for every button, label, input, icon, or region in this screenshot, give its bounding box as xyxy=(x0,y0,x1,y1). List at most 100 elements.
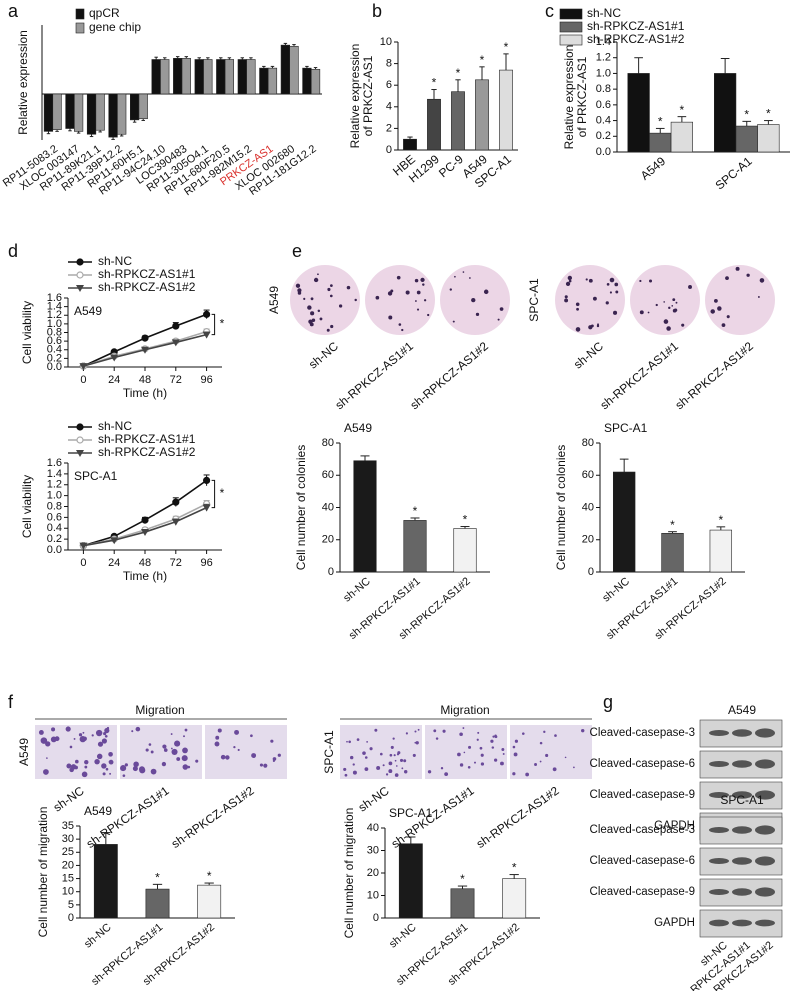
x-tick-label: 96 xyxy=(200,557,212,569)
legend-label: sh-NC xyxy=(98,419,132,433)
colony xyxy=(564,295,568,299)
migrated-cell xyxy=(492,735,495,738)
image-title: Migration xyxy=(440,703,489,717)
panel-letter: a xyxy=(8,1,19,21)
bar xyxy=(427,98,441,151)
migrated-cell xyxy=(131,730,134,733)
migrated-cell xyxy=(103,731,107,736)
colony xyxy=(596,324,600,328)
y-tick-label: 10 xyxy=(367,889,379,901)
colony xyxy=(354,298,357,302)
migrated-cell xyxy=(182,747,188,754)
migrated-cell xyxy=(272,759,276,762)
blot-row-label: Cleaved-casepase-9 xyxy=(590,886,695,898)
colony xyxy=(648,279,653,283)
y-tick-label: 1.6 xyxy=(47,292,62,304)
migrated-cell xyxy=(501,748,505,751)
colony xyxy=(614,282,619,287)
y-tick-label: 0.4 xyxy=(47,522,62,534)
y-axis-label: of PRKCZ-AS1 xyxy=(361,55,375,136)
y-tick-label: 0.6 xyxy=(47,511,62,523)
colony xyxy=(575,302,580,307)
migrated-cell xyxy=(513,752,518,757)
colony xyxy=(564,298,569,303)
colony xyxy=(414,278,419,283)
migrated-cell xyxy=(490,739,494,743)
significance: * xyxy=(413,504,418,518)
migrated-cell xyxy=(459,732,463,737)
blot-row-label: Cleaved-casepase-3 xyxy=(590,824,695,836)
colony xyxy=(710,309,715,314)
migrated-cell xyxy=(102,772,106,776)
migrated-cell xyxy=(237,748,240,752)
colony xyxy=(422,283,425,286)
migrated-cell xyxy=(514,739,518,743)
migrated-cell xyxy=(479,746,483,750)
significance: * xyxy=(207,869,212,883)
bar xyxy=(108,93,118,138)
colony xyxy=(499,307,504,311)
x-tick-label: 0 xyxy=(80,557,86,569)
migrated-cell xyxy=(91,734,94,737)
y-tick-label: 0.4 xyxy=(47,344,62,356)
migrated-cell xyxy=(170,733,173,735)
migrated-cell xyxy=(545,753,549,758)
colony xyxy=(671,305,674,307)
migrated-cell xyxy=(459,763,464,767)
colony xyxy=(469,277,471,279)
y-tick-label: 10 xyxy=(62,886,74,898)
bar xyxy=(203,59,213,95)
bar xyxy=(627,73,650,153)
chart-title: A549 xyxy=(344,421,372,435)
y-tick-label: 0.6 xyxy=(47,335,62,347)
colony xyxy=(396,275,401,280)
migrated-cell xyxy=(139,767,146,774)
migrated-cell xyxy=(412,753,416,757)
blot-band xyxy=(732,857,752,865)
bar xyxy=(259,67,269,95)
blot-band xyxy=(755,759,775,769)
point xyxy=(141,516,149,524)
y-tick-label: 20 xyxy=(62,859,74,871)
migrated-cell xyxy=(417,728,420,731)
bar xyxy=(280,44,290,95)
migrated-cell xyxy=(66,763,72,769)
blot-row-label: GAPDH xyxy=(654,820,695,832)
bar xyxy=(661,532,684,573)
legend-label: sh-RPKCZ-AS1#2 xyxy=(98,280,196,294)
colony xyxy=(454,275,456,278)
colony xyxy=(681,323,685,327)
image-label: sh-RPKCZ-AS1#1 xyxy=(332,339,416,413)
colony xyxy=(462,271,465,273)
migrated-cell xyxy=(234,729,240,735)
blot-title: A549 xyxy=(728,703,756,717)
migrated-cell xyxy=(78,733,83,737)
y-tick-label: 40 xyxy=(322,501,334,513)
legend-label: sh-NC xyxy=(98,254,132,268)
panel-letter: d xyxy=(8,241,18,261)
y-tick-label: 0.2 xyxy=(596,130,611,142)
migrated-cell xyxy=(215,735,220,740)
colony xyxy=(452,320,455,323)
legend-swatch xyxy=(75,8,85,20)
y-axis-label: Relative expression xyxy=(348,44,362,149)
bar xyxy=(130,93,140,121)
point xyxy=(203,476,211,484)
colony xyxy=(609,277,615,283)
colony xyxy=(590,324,594,328)
colony xyxy=(375,295,380,300)
bar xyxy=(173,58,183,95)
y-tick-label: 10 xyxy=(380,36,392,48)
colony xyxy=(666,326,671,331)
colony xyxy=(675,301,678,304)
legend-label: sh-RPKCZ-AS1#2 xyxy=(98,445,196,459)
migrated-cell xyxy=(38,730,44,735)
migrated-cell xyxy=(170,747,173,750)
migrated-cell xyxy=(343,767,347,771)
y-tick-label: 30 xyxy=(62,833,74,845)
legend-marker xyxy=(76,271,84,279)
legend-label: qpCR xyxy=(89,6,120,20)
significance: * xyxy=(456,66,461,80)
y-tick-label: 80 xyxy=(582,437,594,449)
migration-image xyxy=(340,725,422,779)
